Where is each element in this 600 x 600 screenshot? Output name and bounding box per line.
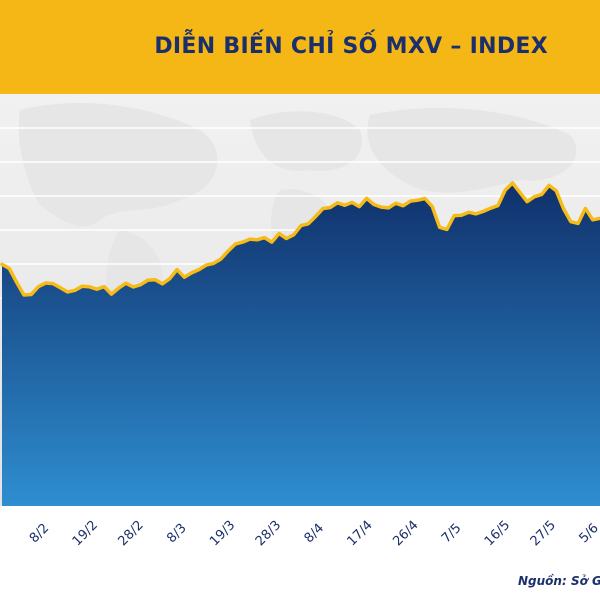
x-tick-label: 8/2 xyxy=(27,521,52,546)
x-tick-label: 5/6 xyxy=(576,521,600,546)
x-tick-label: 17/4 xyxy=(344,518,375,549)
x-tick-label: 8/4 xyxy=(302,521,327,546)
x-tick-label: 28/3 xyxy=(253,518,284,549)
source-note: Nguồn: Sở G xyxy=(518,574,600,588)
x-tick-label: 27/5 xyxy=(528,518,559,549)
x-tick-label: 7/5 xyxy=(439,521,464,546)
index-line xyxy=(0,181,600,297)
x-tick-label: 19/3 xyxy=(207,518,238,549)
index-area-fill xyxy=(2,183,600,506)
x-tick-label: 16/5 xyxy=(482,518,513,549)
chart-title: DIỄN BIẾN CHỈ SỐ MXV – INDEX xyxy=(154,34,548,59)
x-tick-label: 19/2 xyxy=(70,518,101,549)
x-tick-label: 26/4 xyxy=(390,518,421,549)
x-tick-label: 28/2 xyxy=(115,518,146,549)
x-axis-ticks: 8/2 19/2 28/2 8/3 19/3 28/3 8/4 17/4 26/4 7/5 16/5… xyxy=(27,518,600,549)
title-banner: DIỄN BIẾN CHỈ SỐ MXV – INDEX xyxy=(0,0,600,94)
x-tick-label: 8/3 xyxy=(164,521,189,546)
